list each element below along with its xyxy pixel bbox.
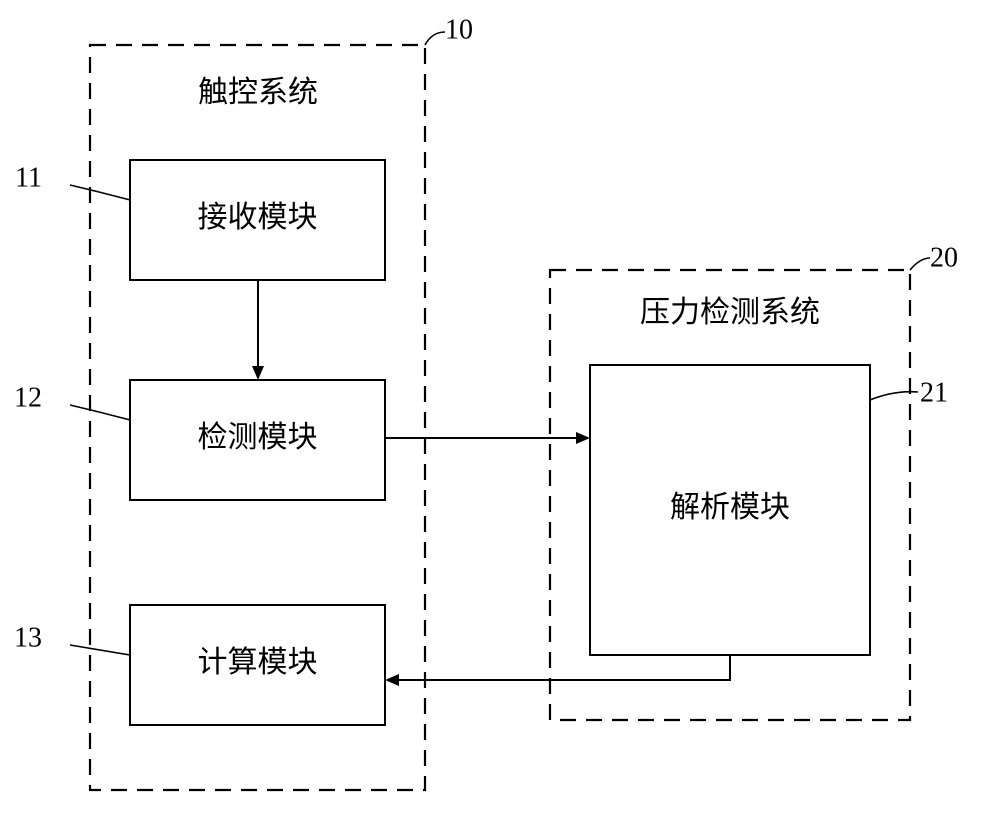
parse-module-id: 21 (920, 377, 948, 408)
detect-module-leader (70, 405, 130, 420)
pressure-system-title: 压力检测系统 (640, 296, 820, 329)
diagram-canvas: 触控系统 10 压力检测系统 20 接收模块 11 检测模块 12 计算模块 13 解析模块 21 (0, 0, 1000, 840)
pressure-system-leader (910, 258, 930, 270)
receive-module-id: 11 (15, 162, 42, 193)
compute-module-id: 13 (14, 622, 42, 653)
receive-module-label: 接收模块 (198, 201, 318, 234)
parse-module-label: 解析模块 (670, 491, 790, 524)
compute-module-leader (70, 645, 130, 655)
parse-to-compute (397, 655, 730, 680)
touch-system-title: 触控系统 (198, 76, 318, 109)
compute-module-label: 计算模块 (198, 646, 318, 679)
receive-module-leader (70, 185, 130, 200)
pressure-system-id: 20 (930, 242, 958, 273)
detect-module-id: 12 (14, 382, 42, 413)
detect-module-label: 检测模块 (198, 421, 318, 454)
touch-system-leader (425, 32, 445, 45)
touch-system-id: 10 (445, 14, 473, 45)
